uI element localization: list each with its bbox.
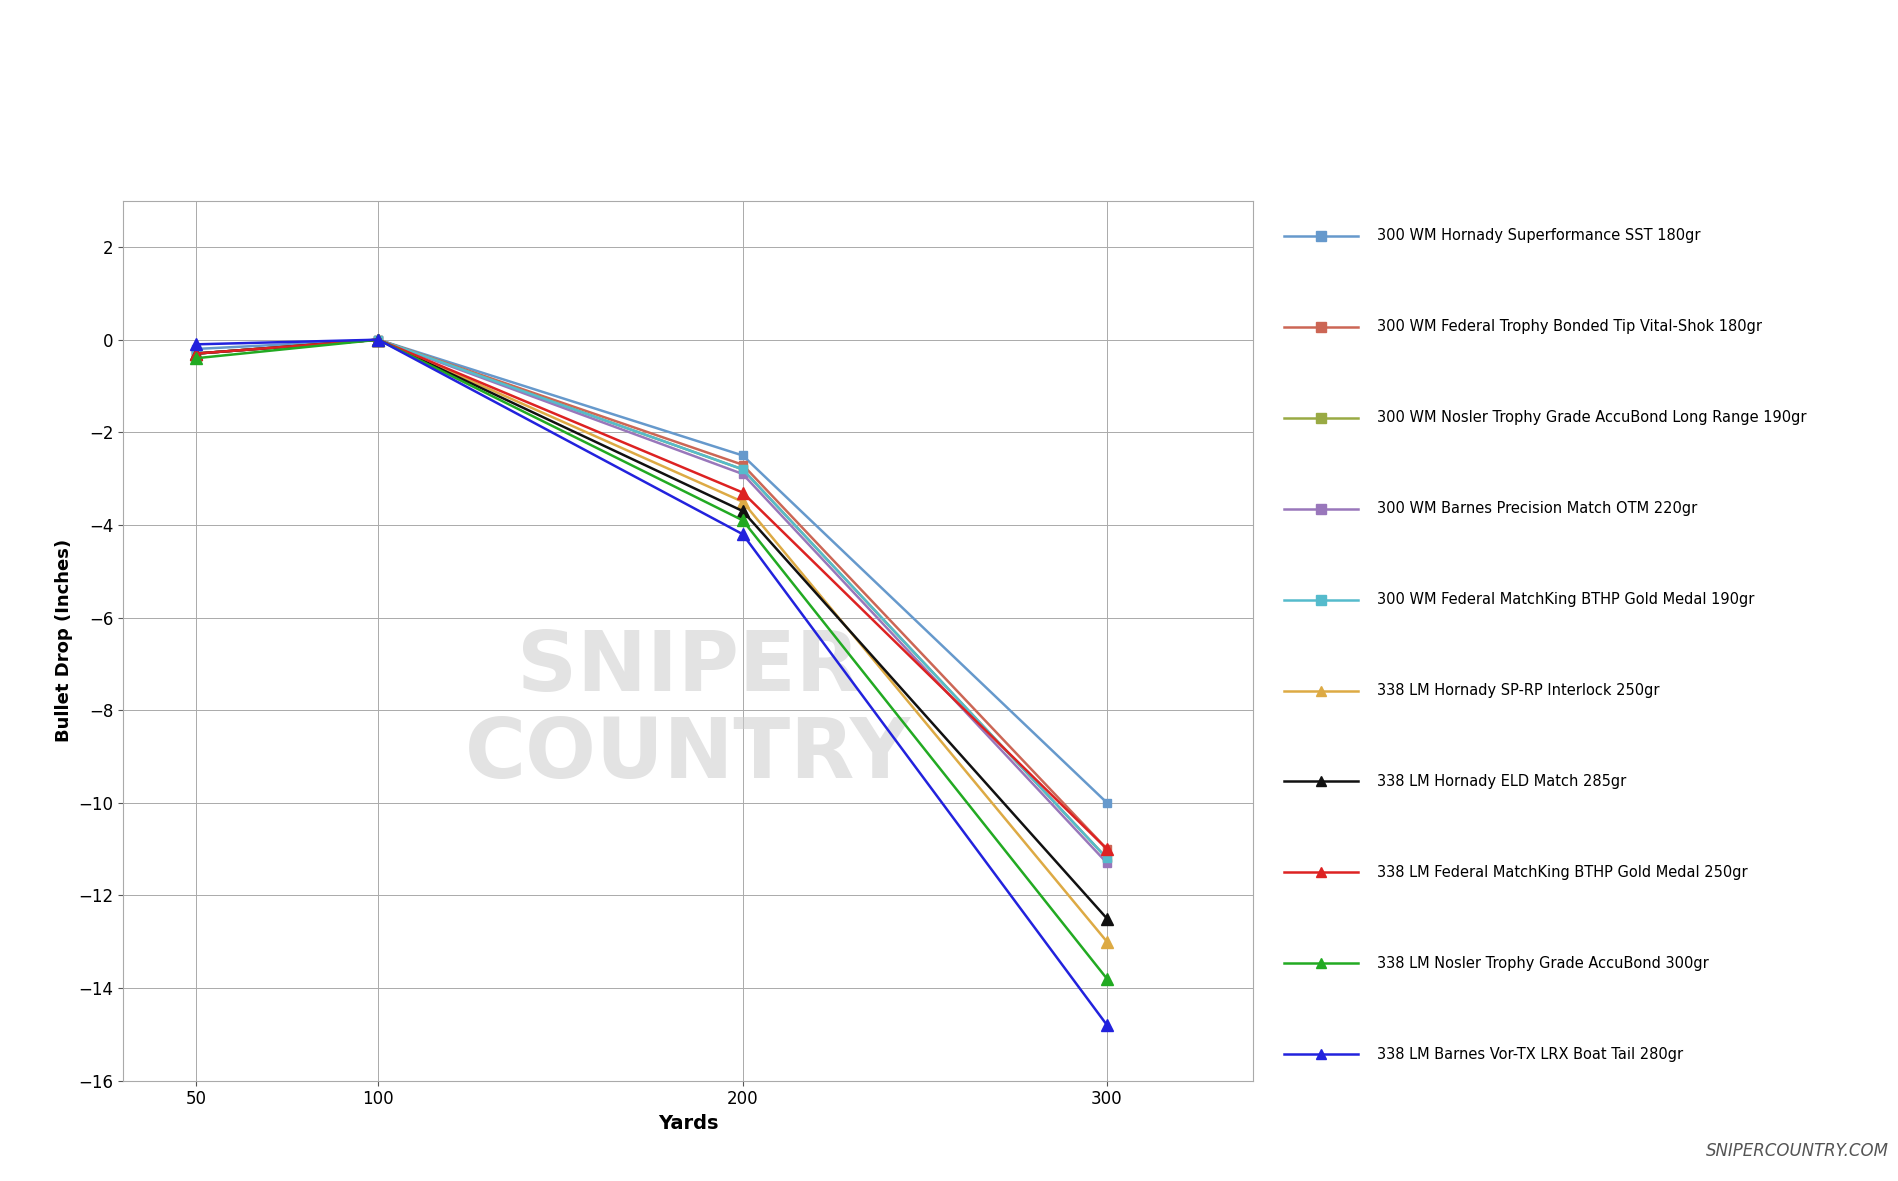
338 LM Hornady ELD Match 285gr: [1095, 912, 1118, 926]
Line: 338 LM Federal MatchKing BTHP Gold Medal 250gr: 338 LM Federal MatchKing BTHP Gold Medal…: [190, 334, 1112, 855]
338 LM Barnes Vor-TX LRX Boat Tail 280gr: [184, 338, 207, 352]
300 WM Federal MatchKing BTHP Gold Medal 190gr: [1095, 852, 1118, 866]
338 LM Nosler Trophy Grade AccuBond 300gr: [366, 333, 389, 347]
300 WM Hornady Superformance SST 180gr: [1095, 796, 1118, 810]
Line: 300 WM Federal MatchKing BTHP Gold Medal 190gr: 300 WM Federal MatchKing BTHP Gold Medal…: [192, 335, 1110, 862]
300 WM Nosler Trophy Grade AccuBond Long Range 190gr: [184, 346, 207, 360]
300 WM Federal Trophy Bonded Tip Vital-Shok 180gr: [731, 458, 754, 472]
338 LM Nosler Trophy Grade AccuBond 300gr: [184, 351, 207, 365]
Text: 300 WM Barnes Precision Match OTM 220gr: 300 WM Barnes Precision Match OTM 220gr: [1376, 501, 1697, 516]
Text: 338 LM Federal MatchKing BTHP Gold Medal 250gr: 338 LM Federal MatchKing BTHP Gold Medal…: [1376, 864, 1748, 880]
338 LM Barnes Vor-TX LRX Boat Tail 280gr: [366, 333, 389, 347]
Y-axis label: Bullet Drop (Inches): Bullet Drop (Inches): [55, 540, 72, 742]
300 WM Federal MatchKing BTHP Gold Medal 190gr: [366, 333, 389, 347]
338 LM Federal MatchKing BTHP Gold Medal 250gr: [366, 333, 389, 347]
Text: 338 LM Hornady ELD Match 285gr: 338 LM Hornady ELD Match 285gr: [1376, 774, 1627, 789]
338 LM Barnes Vor-TX LRX Boat Tail 280gr: [1095, 1018, 1118, 1032]
X-axis label: Yards: Yards: [659, 1114, 717, 1133]
300 WM Federal Trophy Bonded Tip Vital-Shok 180gr: [184, 346, 207, 360]
300 WM Nosler Trophy Grade AccuBond Long Range 190gr: [731, 462, 754, 476]
338 LM Federal MatchKing BTHP Gold Medal 250gr: [1095, 842, 1118, 856]
Text: 300 WM Hornady Superformance SST 180gr: 300 WM Hornady Superformance SST 180gr: [1376, 228, 1701, 243]
338 LM Hornady ELD Match 285gr: [366, 333, 389, 347]
300 WM Hornady Superformance SST 180gr: [366, 333, 389, 347]
300 WM Barnes Precision Match OTM 220gr: [731, 466, 754, 481]
Line: 338 LM Barnes Vor-TX LRX Boat Tail 280gr: 338 LM Barnes Vor-TX LRX Boat Tail 280gr: [190, 334, 1112, 1031]
338 LM Hornady ELD Match 285gr: [731, 504, 754, 518]
Line: 300 WM Hornady Superformance SST 180gr: 300 WM Hornady Superformance SST 180gr: [192, 335, 1110, 807]
Text: 300 WM Federal MatchKing BTHP Gold Medal 190gr: 300 WM Federal MatchKing BTHP Gold Medal…: [1376, 592, 1754, 607]
300 WM Federal MatchKing BTHP Gold Medal 190gr: [731, 462, 754, 476]
Line: 338 LM Nosler Trophy Grade AccuBond 300gr: 338 LM Nosler Trophy Grade AccuBond 300g…: [190, 334, 1112, 984]
338 LM Nosler Trophy Grade AccuBond 300gr: [1095, 972, 1118, 986]
300 WM Federal Trophy Bonded Tip Vital-Shok 180gr: [366, 333, 389, 347]
338 LM Hornady ELD Match 285gr: [184, 346, 207, 360]
338 LM Nosler Trophy Grade AccuBond 300gr: [731, 514, 754, 528]
300 WM Barnes Precision Match OTM 220gr: [1095, 856, 1118, 870]
Line: 338 LM Hornady SP-RP Interlock 250gr: 338 LM Hornady SP-RP Interlock 250gr: [190, 334, 1112, 947]
338 LM Hornady SP-RP Interlock 250gr: [1095, 934, 1118, 948]
Text: 338 LM Hornady SP-RP Interlock 250gr: 338 LM Hornady SP-RP Interlock 250gr: [1376, 683, 1659, 698]
338 LM Federal MatchKing BTHP Gold Medal 250gr: [731, 485, 754, 500]
338 LM Barnes Vor-TX LRX Boat Tail 280gr: [731, 527, 754, 541]
Line: 338 LM Hornady ELD Match 285gr: 338 LM Hornady ELD Match 285gr: [190, 334, 1112, 924]
Text: SNIPERCOUNTRY.COM: SNIPERCOUNTRY.COM: [1706, 1142, 1889, 1160]
Text: 338 LM Barnes Vor-TX LRX Boat Tail 280gr: 338 LM Barnes Vor-TX LRX Boat Tail 280gr: [1376, 1046, 1684, 1062]
Text: 300 WM Federal Trophy Bonded Tip Vital-Shok 180gr: 300 WM Federal Trophy Bonded Tip Vital-S…: [1376, 319, 1761, 334]
300 WM Barnes Precision Match OTM 220gr: [184, 346, 207, 360]
Line: 300 WM Nosler Trophy Grade AccuBond Long Range 190gr: 300 WM Nosler Trophy Grade AccuBond Long…: [192, 335, 1110, 862]
Text: SNIPER
COUNTRY: SNIPER COUNTRY: [465, 627, 911, 795]
Text: SHORT RANGE TRAJECTORY: SHORT RANGE TRAJECTORY: [222, 22, 1676, 115]
Line: 300 WM Barnes Precision Match OTM 220gr: 300 WM Barnes Precision Match OTM 220gr: [192, 335, 1110, 867]
300 WM Hornady Superformance SST 180gr: [184, 341, 207, 355]
300 WM Federal Trophy Bonded Tip Vital-Shok 180gr: [1095, 842, 1118, 856]
338 LM Hornady SP-RP Interlock 250gr: [366, 333, 389, 347]
300 WM Nosler Trophy Grade AccuBond Long Range 190gr: [1095, 852, 1118, 866]
Text: 300 WM Nosler Trophy Grade AccuBond Long Range 190gr: 300 WM Nosler Trophy Grade AccuBond Long…: [1376, 410, 1807, 425]
300 WM Hornady Superformance SST 180gr: [731, 449, 754, 463]
338 LM Federal MatchKing BTHP Gold Medal 250gr: [184, 346, 207, 360]
300 WM Nosler Trophy Grade AccuBond Long Range 190gr: [366, 333, 389, 347]
338 LM Hornady SP-RP Interlock 250gr: [731, 495, 754, 509]
300 WM Federal MatchKing BTHP Gold Medal 190gr: [184, 346, 207, 360]
338 LM Hornady SP-RP Interlock 250gr: [184, 346, 207, 360]
Line: 300 WM Federal Trophy Bonded Tip Vital-Shok 180gr: 300 WM Federal Trophy Bonded Tip Vital-S…: [192, 335, 1110, 853]
300 WM Barnes Precision Match OTM 220gr: [366, 333, 389, 347]
Text: 338 LM Nosler Trophy Grade AccuBond 300gr: 338 LM Nosler Trophy Grade AccuBond 300g…: [1376, 955, 1708, 971]
